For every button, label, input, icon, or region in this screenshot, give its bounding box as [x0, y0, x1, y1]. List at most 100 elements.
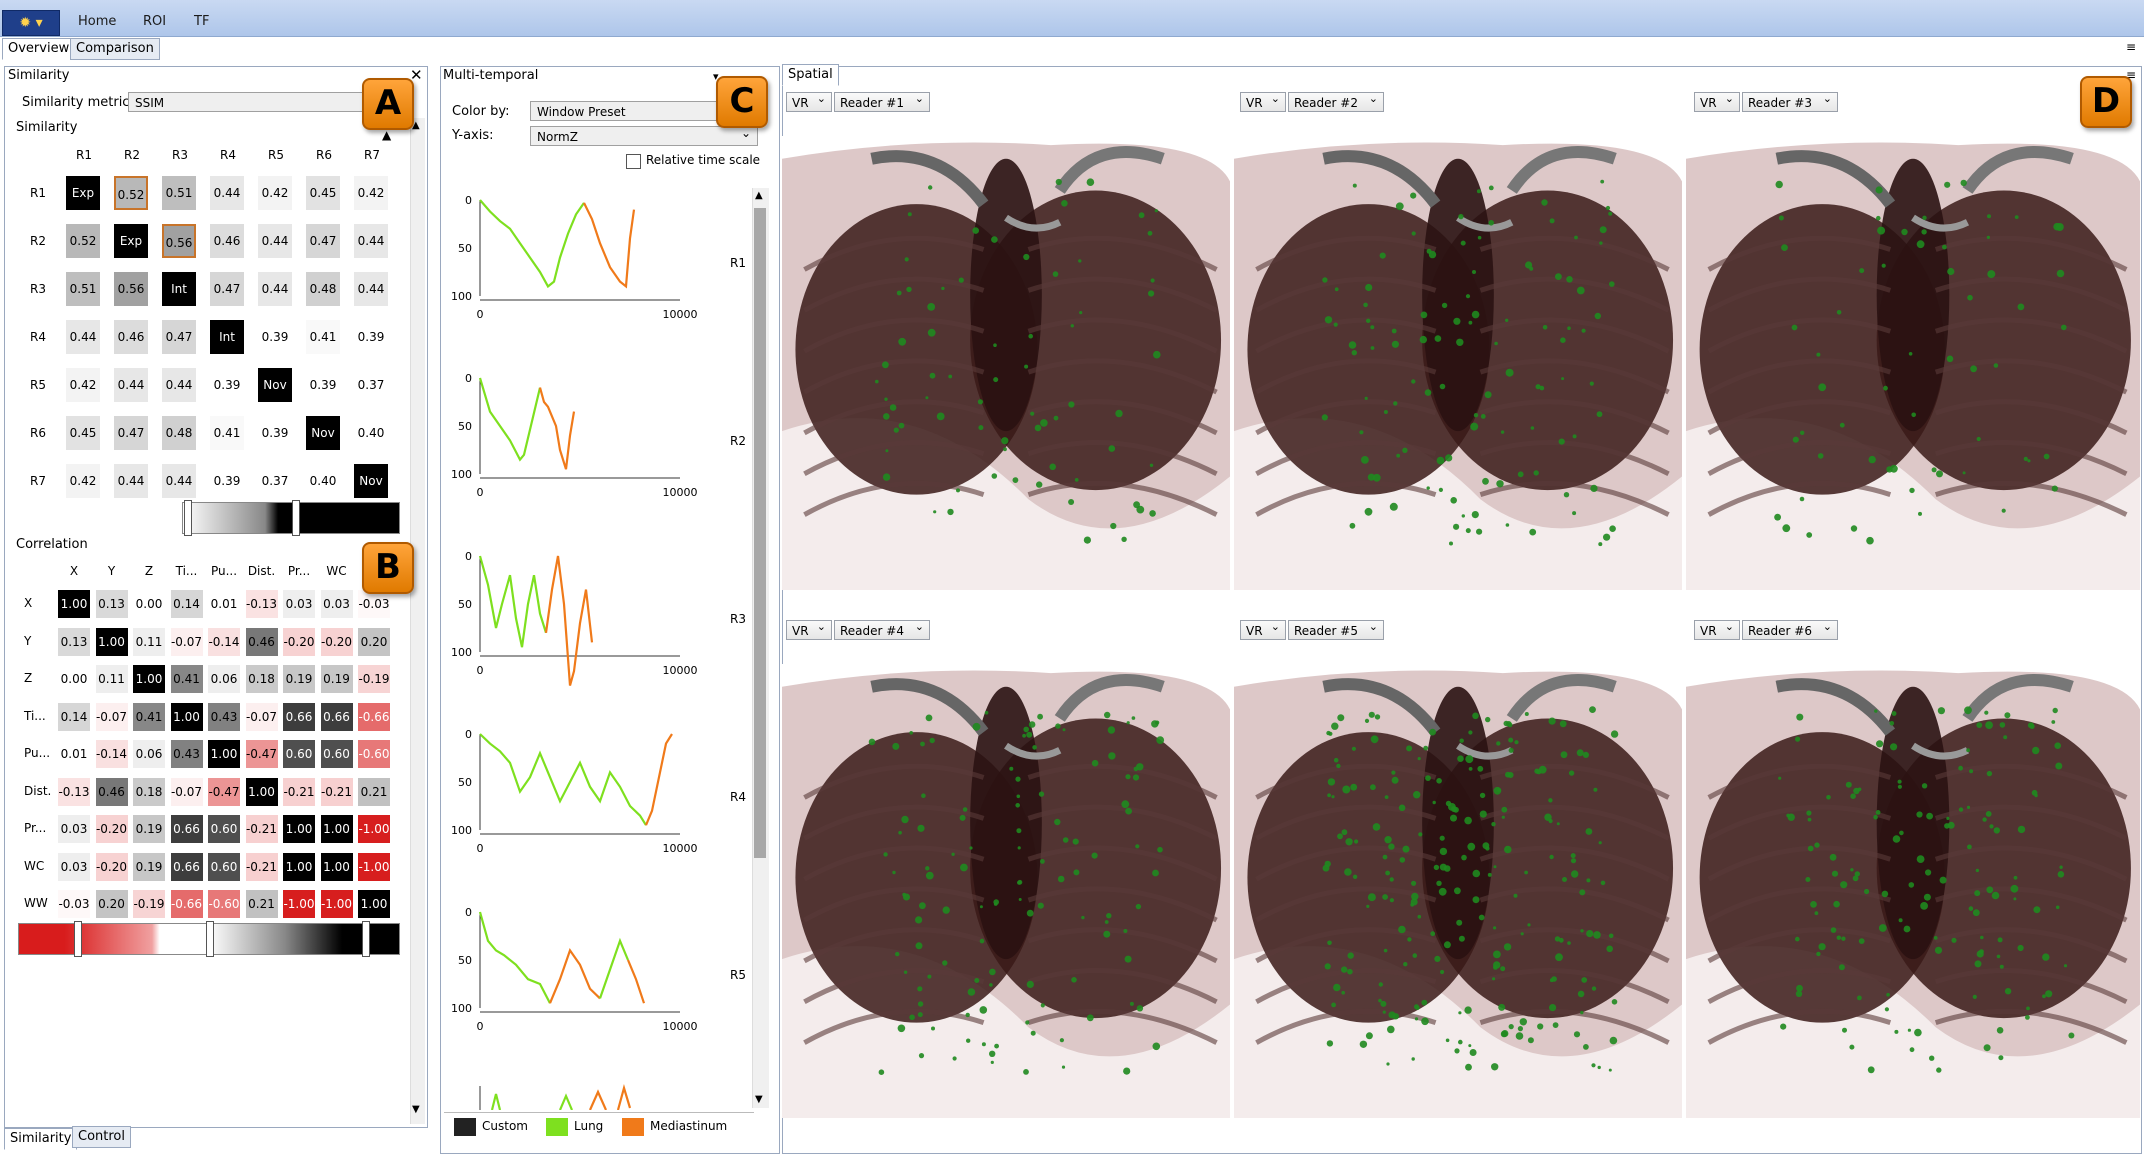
sim-cell[interactable]: 0.47: [114, 416, 148, 450]
scroll-down-icon[interactable]: ▼: [412, 1104, 420, 1115]
yaxis-select[interactable]: NormZ: [530, 123, 758, 146]
corr-cell[interactable]: 0.66: [320, 702, 353, 731]
volume-render-view[interactable]: [1686, 136, 2140, 590]
tab-comparison[interactable]: Comparison: [70, 38, 160, 60]
spatial-tab[interactable]: Spatial: [782, 64, 839, 86]
corr-cell[interactable]: -0.19: [133, 890, 165, 918]
corr-cell[interactable]: 0.14: [170, 590, 203, 618]
sim-cell[interactable]: 0.41: [210, 416, 244, 450]
corr-cell[interactable]: -0.13: [58, 777, 90, 806]
ribbon-tab-tf[interactable]: TF: [194, 14, 210, 29]
corr-colorbar-handle-3[interactable]: [362, 921, 370, 957]
corr-cell[interactable]: -0.21: [245, 852, 278, 881]
corr-cell[interactable]: 0.46: [245, 627, 278, 656]
sim-cell[interactable]: 0.45: [306, 176, 340, 210]
reader-select[interactable]: Reader #2: [1288, 89, 1384, 112]
corr-cell[interactable]: 1.00: [208, 740, 240, 768]
corr-cell[interactable]: 0.20: [95, 890, 128, 918]
corr-cell[interactable]: 0.13: [58, 627, 90, 656]
corr-cell[interactable]: -0.07: [170, 777, 203, 806]
corr-cell[interactable]: -0.20: [95, 852, 128, 881]
corr-cell[interactable]: -0.07: [245, 702, 278, 731]
volume-render-view[interactable]: [782, 136, 1230, 590]
view-mode-select[interactable]: VR: [1240, 617, 1286, 640]
sim-cell[interactable]: 0.44: [354, 224, 388, 258]
sim-cell[interactable]: 0.52: [114, 176, 148, 210]
mt-scroll-down-icon[interactable]: ▼: [755, 1094, 763, 1105]
corr-cell[interactable]: 0.19: [320, 665, 353, 693]
view-mode-select[interactable]: VR: [1240, 89, 1286, 112]
reader-select[interactable]: Reader #6: [1742, 617, 1838, 640]
sim-cell[interactable]: 0.52: [66, 224, 100, 258]
sim-cell[interactable]: Exp: [114, 224, 148, 258]
sim-cell[interactable]: 0.39: [210, 368, 244, 402]
corr-cell[interactable]: 0.00: [133, 590, 165, 618]
corr-cell[interactable]: 0.43: [170, 740, 203, 768]
sim-cell[interactable]: 0.44: [114, 368, 148, 402]
corr-cell[interactable]: 0.66: [170, 815, 203, 843]
corr-cell[interactable]: 0.13: [95, 590, 128, 618]
corr-cell[interactable]: 0.41: [133, 702, 165, 731]
sim-cell[interactable]: 0.42: [258, 176, 292, 210]
sim-cell[interactable]: 0.39: [210, 464, 244, 498]
corr-cell[interactable]: 1.00: [245, 777, 278, 806]
volume-render-view[interactable]: [782, 664, 1230, 1118]
temporal-chart[interactable]: 0 50 100 0 10000: [440, 366, 740, 544]
multitemporal-scroll-thumb[interactable]: [754, 208, 766, 858]
sim-cell[interactable]: 0.45: [66, 416, 100, 450]
corr-cell[interactable]: 0.03: [320, 590, 353, 618]
view-mode-select[interactable]: VR: [1694, 617, 1740, 640]
corr-cell[interactable]: 0.43: [208, 702, 240, 731]
corr-cell[interactable]: -0.47: [208, 777, 240, 806]
sim-cell[interactable]: 0.51: [66, 272, 100, 306]
reader-select[interactable]: Reader #5: [1288, 617, 1384, 640]
sim-cell[interactable]: 0.39: [258, 320, 292, 354]
sim-cell[interactable]: 0.42: [66, 368, 100, 402]
corr-cell[interactable]: -1.00: [358, 815, 390, 843]
corr-cell[interactable]: -0.60: [208, 890, 240, 918]
sim-cell[interactable]: 0.40: [306, 464, 340, 498]
menu-toggle-icon[interactable]: ≡: [2126, 40, 2137, 54]
corr-cell[interactable]: -0.14: [208, 627, 240, 656]
corr-cell[interactable]: 1.00: [283, 815, 315, 843]
corr-cell[interactable]: 0.46: [95, 777, 128, 806]
corr-cell[interactable]: -1.00: [358, 852, 390, 881]
corr-cell[interactable]: -0.21: [245, 815, 278, 843]
corr-cell[interactable]: 0.60: [283, 740, 315, 768]
corr-cell[interactable]: 0.41: [170, 665, 203, 693]
sim-cell[interactable]: 0.48: [306, 272, 340, 306]
sim-cell[interactable]: 0.42: [66, 464, 100, 498]
spatial-menu-icon[interactable]: ≡: [2126, 68, 2137, 82]
corr-cell[interactable]: 0.01: [58, 740, 90, 768]
view-mode-select[interactable]: VR: [786, 617, 832, 640]
sim-cell[interactable]: 0.39: [306, 368, 340, 402]
sim-cell[interactable]: 0.44: [354, 272, 388, 306]
corr-cell[interactable]: 0.66: [283, 702, 315, 731]
corr-cell[interactable]: 1.00: [358, 890, 390, 918]
corr-cell[interactable]: 0.11: [133, 627, 165, 656]
sim-cell[interactable]: 0.44: [258, 272, 292, 306]
similarity-metric-select[interactable]: SSIM: [128, 89, 398, 112]
ribbon-tab-home[interactable]: Home: [78, 14, 117, 29]
corr-cell[interactable]: -0.03: [58, 890, 90, 918]
corr-cell[interactable]: -0.03: [358, 590, 390, 618]
corr-cell[interactable]: -0.20: [95, 815, 128, 843]
sim-cell[interactable]: 0.39: [258, 416, 292, 450]
corr-cell[interactable]: -0.66: [170, 890, 203, 918]
sim-cell[interactable]: 0.47: [162, 320, 196, 354]
sim-cell[interactable]: Int: [162, 272, 196, 306]
sim-cell[interactable]: 0.44: [162, 464, 196, 498]
corr-cell[interactable]: 0.18: [245, 665, 278, 693]
corr-cell[interactable]: 0.21: [245, 890, 278, 918]
corr-colorbar-handle-2[interactable]: [206, 921, 214, 957]
reader-select[interactable]: Reader #3: [1742, 89, 1838, 112]
similarity-scrollbar[interactable]: [410, 118, 425, 1124]
corr-cell[interactable]: 0.00: [58, 665, 90, 693]
corr-cell[interactable]: -0.07: [170, 627, 203, 656]
corr-cell[interactable]: -0.20: [283, 627, 315, 656]
sim-cell[interactable]: 0.37: [354, 368, 388, 402]
scroll-up-icon[interactable]: ▲: [412, 120, 420, 131]
tab-overview[interactable]: Overview: [2, 38, 76, 60]
corr-cell[interactable]: 0.11: [95, 665, 128, 693]
sim-cell[interactable]: Nov: [354, 464, 388, 498]
